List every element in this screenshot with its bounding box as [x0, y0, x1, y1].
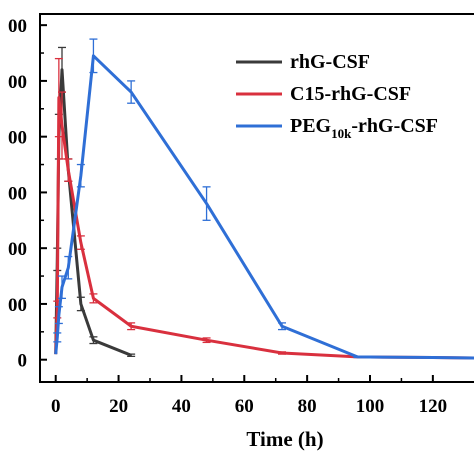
- x-tick-label: 40: [172, 396, 191, 417]
- y-tick-label: 00: [8, 295, 27, 316]
- plot-frame: [39, 13, 474, 383]
- y-tick-label: 0: [18, 351, 28, 372]
- x-tick-label: 60: [235, 396, 254, 417]
- x-axis-title: Time (h): [246, 427, 323, 451]
- legend: rhG-CSF C15-rhG-CSF PEG10k-rhG-CSF: [236, 51, 438, 141]
- y-tick-label: 00: [8, 128, 27, 149]
- legend-label: rhG-CSF: [290, 51, 370, 73]
- legend-label-main: C15-rhG-CSF: [290, 83, 411, 105]
- legend-label-main: PEG: [290, 115, 332, 137]
- plot-border: [39, 13, 474, 383]
- series-peg10k-rhg-csf: [53, 38, 474, 360]
- legend-label-subscript: 10k: [331, 126, 352, 141]
- legend-label-tail: -rhG-CSF: [351, 115, 438, 137]
- x-tick-label: 100: [356, 396, 385, 417]
- series-rhg-csf: [53, 46, 136, 358]
- legend-label: C15-rhG-CSF: [290, 83, 411, 105]
- series-group: [53, 38, 474, 360]
- legend-label-main: rhG-CSF: [290, 51, 370, 73]
- series-line: [54, 68, 132, 357]
- x-tick-label: 80: [298, 396, 317, 417]
- x-tick-label: 0: [51, 396, 61, 417]
- x-tick-label: 20: [109, 396, 128, 417]
- series-line: [54, 54, 474, 360]
- y-tick-label: 00: [8, 16, 27, 37]
- y-tick-label: 00: [8, 72, 27, 93]
- x-tick-label: 120: [419, 396, 448, 417]
- legend-label: PEG10k-rhG-CSF: [290, 115, 438, 141]
- y-tick-label: 00: [8, 183, 27, 204]
- y-tick-label: 00: [8, 239, 27, 260]
